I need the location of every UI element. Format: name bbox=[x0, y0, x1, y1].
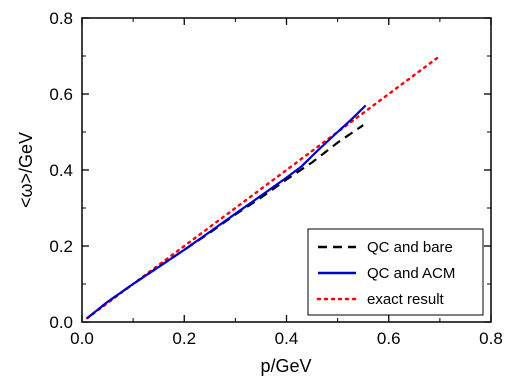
x-tick-label: 0.0 bbox=[70, 329, 94, 348]
y-tick-label: 0.2 bbox=[49, 237, 73, 256]
x-tick-label: 0.6 bbox=[377, 329, 401, 348]
x-tick-label: 0.4 bbox=[275, 329, 299, 348]
legend-label-exact: exact result bbox=[367, 291, 445, 308]
legend: QC and bare QC and ACM exact result bbox=[307, 228, 484, 316]
x-axis-title: p/GeV bbox=[260, 356, 311, 376]
y-tick-label: 0.4 bbox=[49, 161, 73, 180]
y-tick-label: 0.6 bbox=[49, 85, 73, 104]
plot-area bbox=[85, 54, 442, 320]
axis-ticks bbox=[81, 17, 492, 323]
y-axis-title: <ω>/GeV bbox=[16, 132, 36, 208]
tick-labels: 0.0 0.2 0.4 0.6 0.8 0.0 0.2 0.4 0.6 0.8 bbox=[49, 9, 502, 348]
y-tick-label: 0.0 bbox=[49, 313, 73, 332]
series-line-qc-and-acm bbox=[86, 104, 367, 320]
legend-label-qc-bare: QC and bare bbox=[367, 239, 453, 256]
x-tick-label: 0.2 bbox=[172, 329, 196, 348]
y-tick-label: 0.8 bbox=[49, 9, 73, 28]
legend-label-qc-acm: QC and ACM bbox=[367, 265, 455, 282]
series-line-exact-result bbox=[85, 54, 442, 320]
x-tick-label: 0.8 bbox=[479, 329, 503, 348]
